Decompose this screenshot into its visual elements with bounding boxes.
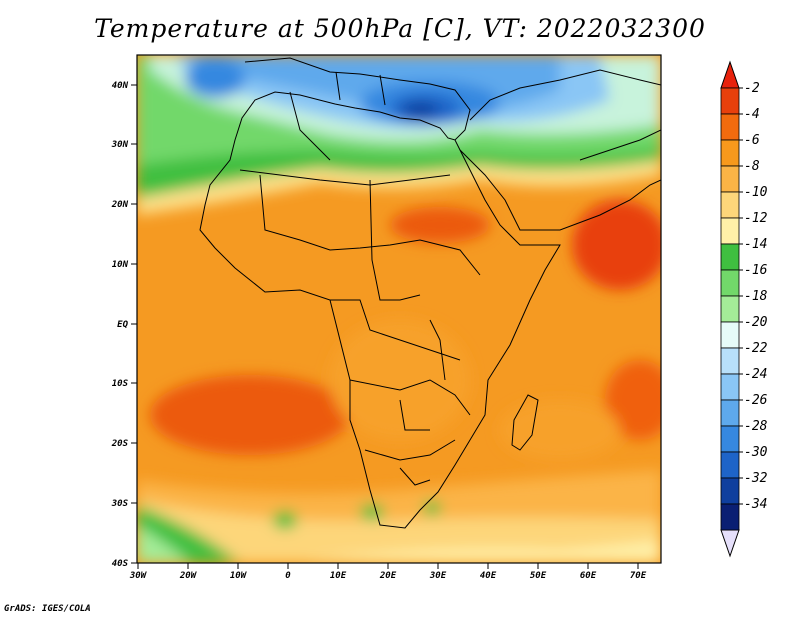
colorbar-top-arrow (720, 60, 740, 89)
lat-label: 40S (112, 559, 129, 569)
latitude-labels: 40N 30N 20N 10N EQ 10S 20S 30S 40S (111, 81, 129, 569)
colorbar-swatch (720, 451, 740, 479)
lat-label: 30N (111, 140, 129, 150)
colorbar-swatch (720, 321, 740, 349)
colorbar-label: -8 (744, 159, 760, 174)
lon-label: 20E (379, 571, 397, 581)
colorbar-swatch (720, 217, 740, 245)
colorbar-swatch (720, 477, 740, 505)
colorbar-label: -2 (744, 81, 760, 96)
colorbar-label: -32 (744, 471, 768, 486)
colorbar-label: -22 (744, 341, 768, 356)
colorbar-label: -18 (744, 289, 768, 304)
colorbar-label: -30 (744, 445, 768, 460)
colorbar-label: -34 (744, 497, 767, 512)
colorbar-swatch (720, 373, 740, 401)
colorbar-label: -6 (744, 133, 760, 148)
colorbar-swatch (720, 269, 740, 297)
lon-label: 30W (129, 571, 148, 581)
map-title: Temperature at 500hPa [C], VT: 202203230… (94, 14, 706, 43)
lat-label: 20N (111, 200, 129, 210)
temperature-field (137, 55, 661, 563)
longitude-labels: 30W 20W 10W 0 10E 20E 30E 40E 50E 60E 70… (129, 571, 647, 581)
colorbar-label: -4 (744, 107, 760, 122)
lon-label: 60E (580, 571, 597, 581)
colorbar-label: -24 (744, 367, 767, 382)
lat-label: 20S (111, 439, 129, 449)
colorbar-swatch (720, 347, 740, 375)
coastlines-and-borders (199, 57, 661, 529)
lat-label: 40N (112, 81, 129, 91)
colorbar-label: -14 (744, 237, 767, 252)
lon-label: 40E (480, 571, 497, 581)
colorbar-swatch (720, 165, 740, 193)
colorbar (720, 60, 740, 558)
lat-label: 30S (111, 499, 129, 509)
colorbar-label: -28 (744, 419, 768, 434)
lon-label: 0 (285, 571, 291, 581)
colorbar-swatch (720, 295, 740, 323)
colorbar-swatch (720, 87, 740, 115)
lon-label: 10W (230, 571, 248, 581)
colorbar-swatch (720, 425, 740, 453)
colorbar-label: -26 (744, 393, 768, 408)
colorbar-swatch (720, 113, 740, 141)
colorbar-label: -20 (744, 315, 768, 330)
colorbar-label: -12 (744, 211, 768, 226)
lat-label: 10N (112, 260, 129, 270)
colorbar-swatch (720, 191, 740, 219)
colorbar-swatch (720, 399, 740, 427)
lat-label: EQ (117, 320, 128, 330)
map-frame (131, 54, 662, 569)
colorbar-swatch (720, 243, 740, 271)
lon-label: 50E (530, 571, 547, 581)
colorbar-label: -16 (744, 263, 768, 278)
colorbar-bottom-arrow (720, 529, 740, 558)
lat-label: 10S (112, 379, 129, 389)
colorbar-label: -10 (744, 185, 768, 200)
lon-label: 10E (330, 571, 347, 581)
lon-label: 20W (179, 571, 198, 581)
colorbar-swatch (720, 503, 740, 531)
grads-credit: GrADS: IGES/COLA (4, 604, 91, 614)
colorbar-swatch (720, 139, 740, 167)
lon-label: 70E (630, 571, 647, 581)
colorbar-labels: -2 -4 -6 -8 -10 -12 -14 -16 -18 -20 -22 -24 -26 -28 -3… (739, 81, 768, 512)
lon-label: 30E (429, 571, 447, 581)
